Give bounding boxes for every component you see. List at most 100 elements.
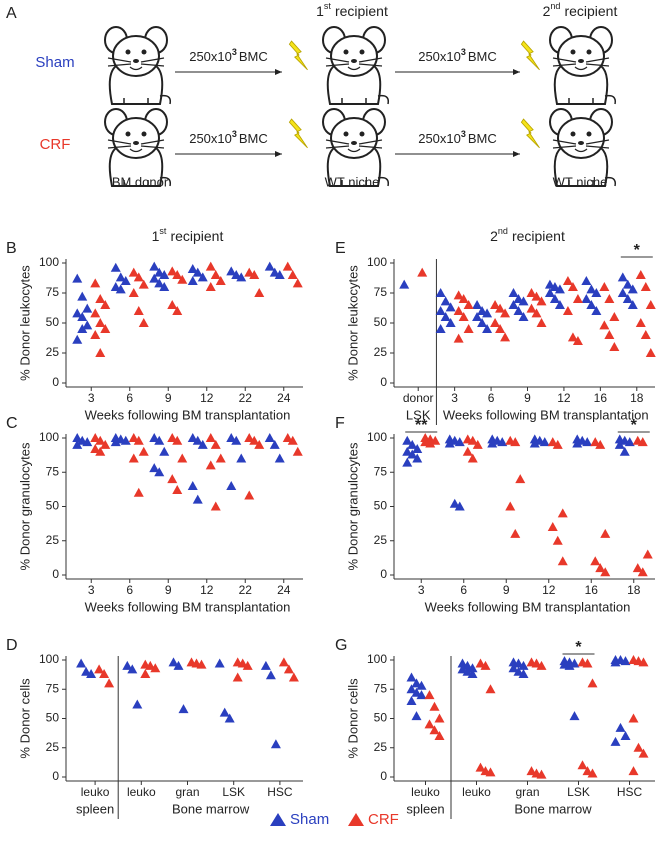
y-tick-label: 100 [39,430,59,444]
data-point [477,306,488,315]
data-point [467,453,478,463]
row-label: CRF [40,136,71,153]
data-point [231,270,242,279]
data-point [458,294,469,303]
data-point [197,439,208,449]
data-point [599,320,610,330]
label-unit: BMC [468,131,497,146]
x-tick-label: 3 [418,583,425,597]
data-point [72,308,83,318]
significance-mark: * [634,242,641,259]
x-tick-label: 6 [488,391,495,405]
irradiation-icon [520,118,540,149]
data-point [557,556,568,566]
x-tick-label: 9 [165,583,172,597]
y-tick-label: 0 [52,769,59,783]
data-point [440,312,451,321]
mouse-icon [104,26,172,105]
data-point [244,433,255,442]
data-point [133,306,144,315]
data-point [475,762,486,772]
legend-label: Sham [290,811,329,828]
x-tick-label: 3 [88,391,95,405]
data-point [416,690,427,700]
data-point [244,267,255,277]
data-point [100,439,111,449]
data-point [633,742,644,752]
x-tick-label: 18 [627,583,641,597]
title-sup: nd [498,226,508,236]
data-point [531,308,542,318]
data-point [72,273,83,283]
data-point [406,684,417,694]
data-point [412,453,423,463]
data-point [402,435,413,445]
data-point [100,300,111,309]
data-point [95,318,106,327]
data-point [615,722,626,732]
data-point [236,272,247,282]
data-point [467,435,478,445]
data-point [416,680,427,690]
data-point [582,658,593,668]
data-point [242,660,253,670]
legend-label: CRF [368,811,399,828]
data-point [632,563,643,573]
data-point [454,437,465,447]
title-num: 1 [152,228,160,244]
data-point [264,433,275,442]
caption: WT niche [325,174,380,189]
data-point [167,266,178,276]
data-point [513,658,524,668]
y-axis-label: % Donor granulocytes [17,442,32,570]
data-point [518,296,529,306]
data-point [269,439,280,449]
data-point [287,270,298,279]
panel-letter: F [335,415,345,432]
label-unit: BMC [239,131,268,146]
x-tick-label: 16 [594,391,608,405]
data-point [505,501,516,511]
data-point [140,669,151,679]
data-point [72,334,83,344]
title-text: recipient [170,228,223,244]
data-point [149,433,160,442]
data-point [127,664,138,674]
x-tick-label: 24 [277,583,291,597]
data-point [120,276,131,285]
data-point [567,332,578,342]
data-point [138,318,149,327]
x-tick-label: 9 [503,583,510,597]
data-point [249,435,260,445]
data-point [477,318,488,327]
y-tick-label: 75 [46,681,60,695]
group-label: Weeks following BM transplantation [443,407,649,422]
header-text: recipient [564,3,617,19]
data-point [642,549,653,559]
group-label: Bone marrow [172,801,250,816]
y-tick-label: 0 [380,769,387,783]
x-tick-label: 16 [585,583,599,597]
x-tick-label: leuko [81,785,110,799]
label-base: 250x10 [418,49,461,64]
data-point [407,439,418,449]
x-tick-label: 12 [200,583,214,597]
label-sup: 3 [232,47,237,57]
panel-letter: B [6,240,17,257]
data-point [587,768,598,778]
y-tick-label: 0 [380,567,387,581]
y-tick-label: 25 [374,740,388,754]
data-point [167,433,178,442]
data-point [462,660,473,670]
data-point [159,270,170,279]
data-point [500,308,511,318]
data-point [617,288,628,297]
data-point [172,435,183,445]
y-tick-label: 0 [52,567,59,581]
data-point [412,443,423,453]
group-label: LSK [406,407,431,422]
header-sup: nd [550,1,560,11]
data-point [205,433,216,442]
x-tick-label: 9 [165,391,172,405]
